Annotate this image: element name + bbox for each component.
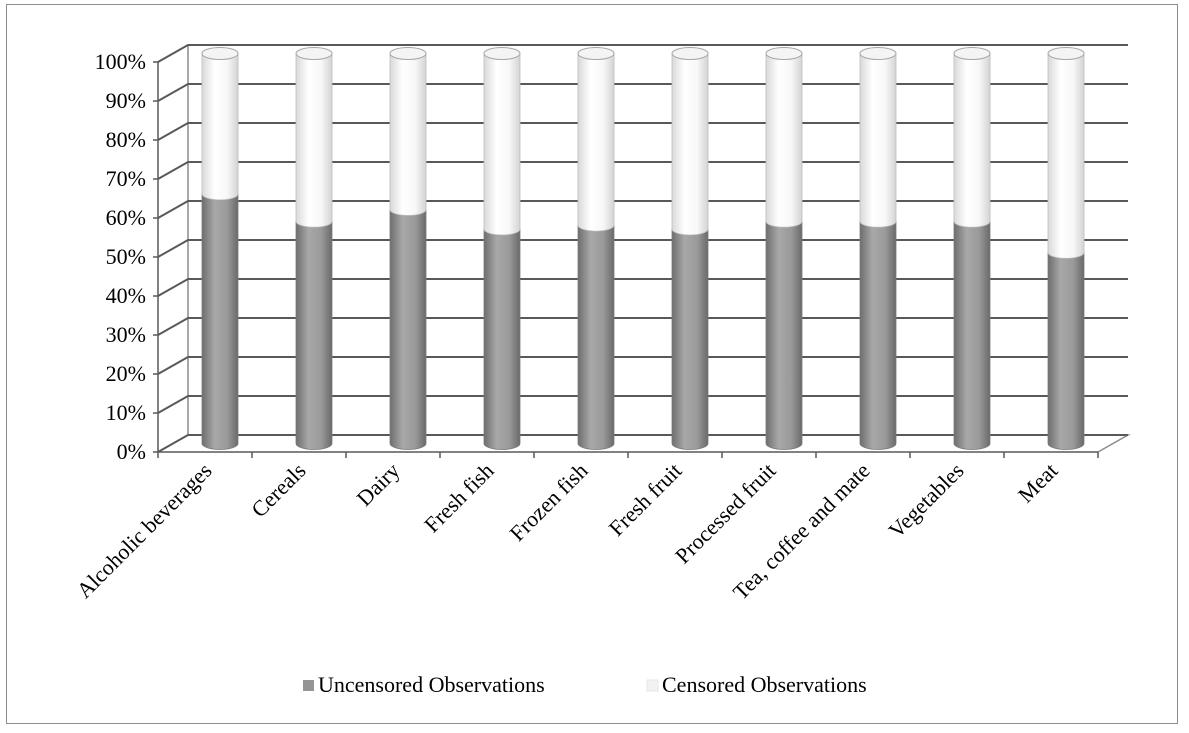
- bar-cap: [1047, 47, 1085, 60]
- y-tick-label: 70%: [106, 166, 146, 191]
- y-tick-label: 0%: [117, 439, 146, 464]
- bar-censored: [671, 53, 709, 236]
- gridline: [157, 395, 1128, 414]
- bar-censored: [295, 53, 333, 228]
- x-category-label: Fresh fish: [419, 458, 498, 537]
- y-tick-label: 50%: [106, 244, 146, 269]
- x-category-label: Frozen fish: [504, 458, 592, 546]
- bar-cap: [953, 47, 991, 60]
- bar-uncensored: [577, 225, 615, 450]
- y-tick-label: 30%: [106, 322, 146, 347]
- y-tick-label: 100%: [95, 49, 146, 74]
- bar-cap: [389, 47, 427, 60]
- x-category-label: Cereals: [246, 458, 310, 522]
- legend-label: Censored Observations: [662, 672, 867, 697]
- y-tick-label: 90%: [106, 88, 146, 113]
- gridline: [157, 200, 1128, 219]
- y-tick-label: 40%: [106, 283, 146, 308]
- bar-group: [1047, 47, 1085, 450]
- bar-group: [859, 47, 897, 450]
- gridline: [157, 44, 1128, 63]
- legend-swatch: [646, 679, 659, 692]
- x-category-label: Alcoholic beverages: [71, 458, 216, 603]
- bar-cap: [295, 47, 333, 60]
- grid: [157, 44, 1131, 453]
- bar-censored: [389, 53, 427, 216]
- bar-censored: [953, 53, 991, 228]
- gridline: [157, 317, 1128, 336]
- gridline: [157, 161, 1128, 180]
- bar-cap: [859, 47, 897, 60]
- gridline: [157, 239, 1128, 258]
- bar-uncensored: [389, 209, 427, 450]
- legend: Uncensored Observations Censored Observat…: [303, 672, 867, 697]
- bar-uncensored: [201, 193, 239, 450]
- x-category-label: Dairy: [351, 458, 404, 511]
- bar-uncensored: [671, 228, 709, 450]
- x-category-label: Vegetables: [883, 458, 968, 543]
- bar-uncensored: [295, 221, 333, 450]
- bar-group: [389, 47, 427, 450]
- gridline: [157, 434, 1128, 453]
- bar-group: [671, 47, 709, 450]
- bar-group: [765, 47, 803, 450]
- gridline: [157, 83, 1128, 102]
- legend-swatch: [303, 680, 314, 691]
- x-category-label: Fresh fruit: [604, 458, 687, 541]
- bar-group: [295, 47, 333, 450]
- bar-cap: [201, 47, 239, 60]
- bar-group: [483, 47, 521, 450]
- gridline: [157, 356, 1128, 375]
- bar-uncensored: [953, 221, 991, 450]
- y-tick-label: 20%: [106, 361, 146, 386]
- bar-censored: [483, 53, 521, 236]
- bar-cap: [765, 47, 803, 60]
- y-tick-label: 80%: [106, 127, 146, 152]
- bar-cap: [483, 47, 521, 60]
- gridline: [157, 122, 1128, 141]
- bar-uncensored: [765, 221, 803, 450]
- x-category-label: Meat: [1013, 458, 1063, 508]
- bar-group: [953, 47, 991, 450]
- y-tick-label: 60%: [106, 205, 146, 230]
- y-tick-label: 10%: [106, 400, 146, 425]
- bar-uncensored: [1047, 252, 1085, 450]
- bar-censored: [859, 53, 897, 228]
- bar-cap: [671, 47, 709, 60]
- bar-uncensored: [483, 228, 521, 450]
- bar-group: [577, 47, 615, 450]
- legend-label: Uncensored Observations: [318, 672, 545, 697]
- bars: [201, 47, 1085, 450]
- bar-censored: [201, 53, 239, 201]
- bar-censored: [1047, 53, 1085, 259]
- bar-uncensored: [859, 221, 897, 450]
- bar-censored: [765, 53, 803, 228]
- bar-group: [201, 47, 239, 450]
- axes: [153, 61, 1099, 458]
- gridline: [157, 278, 1128, 297]
- bar-censored: [577, 53, 615, 232]
- bar-cap: [577, 47, 615, 60]
